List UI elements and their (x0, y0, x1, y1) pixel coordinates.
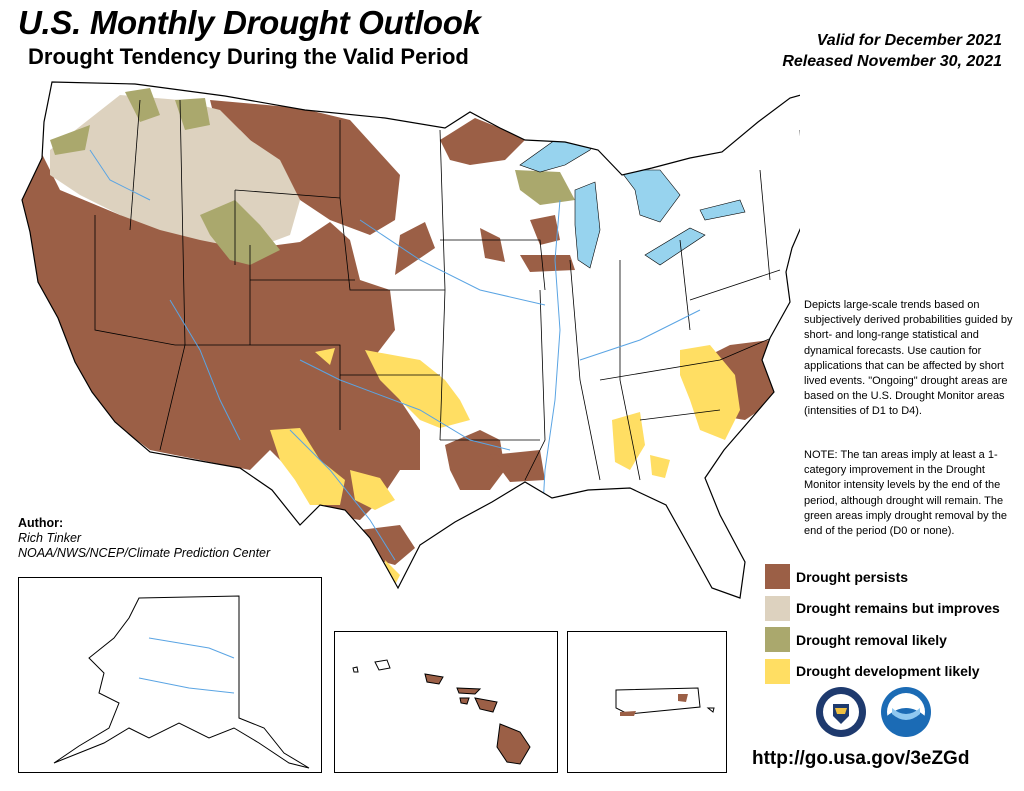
la-persist (490, 450, 545, 482)
description-text: Depicts large-scale trends based on subj… (804, 299, 1013, 418)
legend-item-improves: Drought remains but improves (765, 593, 1000, 625)
minnesota-blob (480, 228, 505, 262)
lake-michigan (574, 181, 601, 269)
released-text: Released November 30, 2021 (782, 53, 1002, 70)
sd-blob (395, 222, 435, 275)
state-borders (94, 99, 800, 481)
lake-huron (619, 169, 681, 223)
legend-label: Drought persists (796, 568, 909, 585)
author-name: Rich Tinker (18, 531, 82, 545)
author-org: NOAA/NWS/NCEP/Climate Prediction Center (18, 546, 271, 560)
hawaii-inset (334, 631, 558, 773)
legend-swatch (765, 658, 790, 684)
northern-plains-persist (210, 100, 400, 235)
note-text: NOTE: The tan areas imply at least a 1-c… (804, 449, 1007, 538)
wisc-blob (530, 215, 560, 245)
legend-label: Drought remains but improves (796, 600, 1000, 617)
legend-label: Drought development likely (796, 663, 980, 680)
legend-swatch (765, 595, 790, 621)
lake-erie (644, 227, 706, 266)
valid-for-text: Valid for December 2021 (816, 32, 1002, 49)
page-subtitle: Drought Tendency During the Valid Period (28, 44, 469, 69)
alaska-inset (18, 577, 322, 773)
drought-removal-areas (50, 88, 575, 265)
author-block: Author: Rich Tinker NOAA/NWS/NCEP/Climat… (18, 516, 270, 561)
noaa-logo-icon (881, 687, 931, 737)
legend-label: Drought removal likely (796, 631, 947, 648)
legend-swatch (765, 627, 790, 653)
legend-item-development: Drought development likely (765, 656, 1000, 688)
page-title: U.S. Monthly Drought Outlook (18, 4, 481, 41)
iowa-blob (520, 255, 575, 272)
puerto-rico-map (615, 687, 715, 716)
legend-swatch (765, 564, 790, 590)
rivers (89, 149, 701, 561)
valid-period: Valid for December 2021 Released Novembe… (782, 30, 1002, 72)
puerto-rico-inset (567, 631, 727, 773)
legend: Drought persists Drought remains but imp… (765, 561, 1000, 687)
lake-ontario (699, 199, 746, 221)
upper-midwest-persist (440, 118, 525, 165)
drought-development-areas (270, 345, 740, 585)
legend-item-removal: Drought removal likely (765, 624, 1000, 656)
hawaii-map (352, 659, 531, 765)
conus-map (21, 81, 800, 599)
outlook-url-link[interactable]: http://go.usa.gov/3eZGd (752, 748, 970, 769)
doc-seal-icon (816, 687, 866, 737)
legend-item-persists: Drought persists (765, 561, 1000, 593)
alaska-map (53, 595, 310, 769)
author-label: Author: (18, 516, 64, 530)
